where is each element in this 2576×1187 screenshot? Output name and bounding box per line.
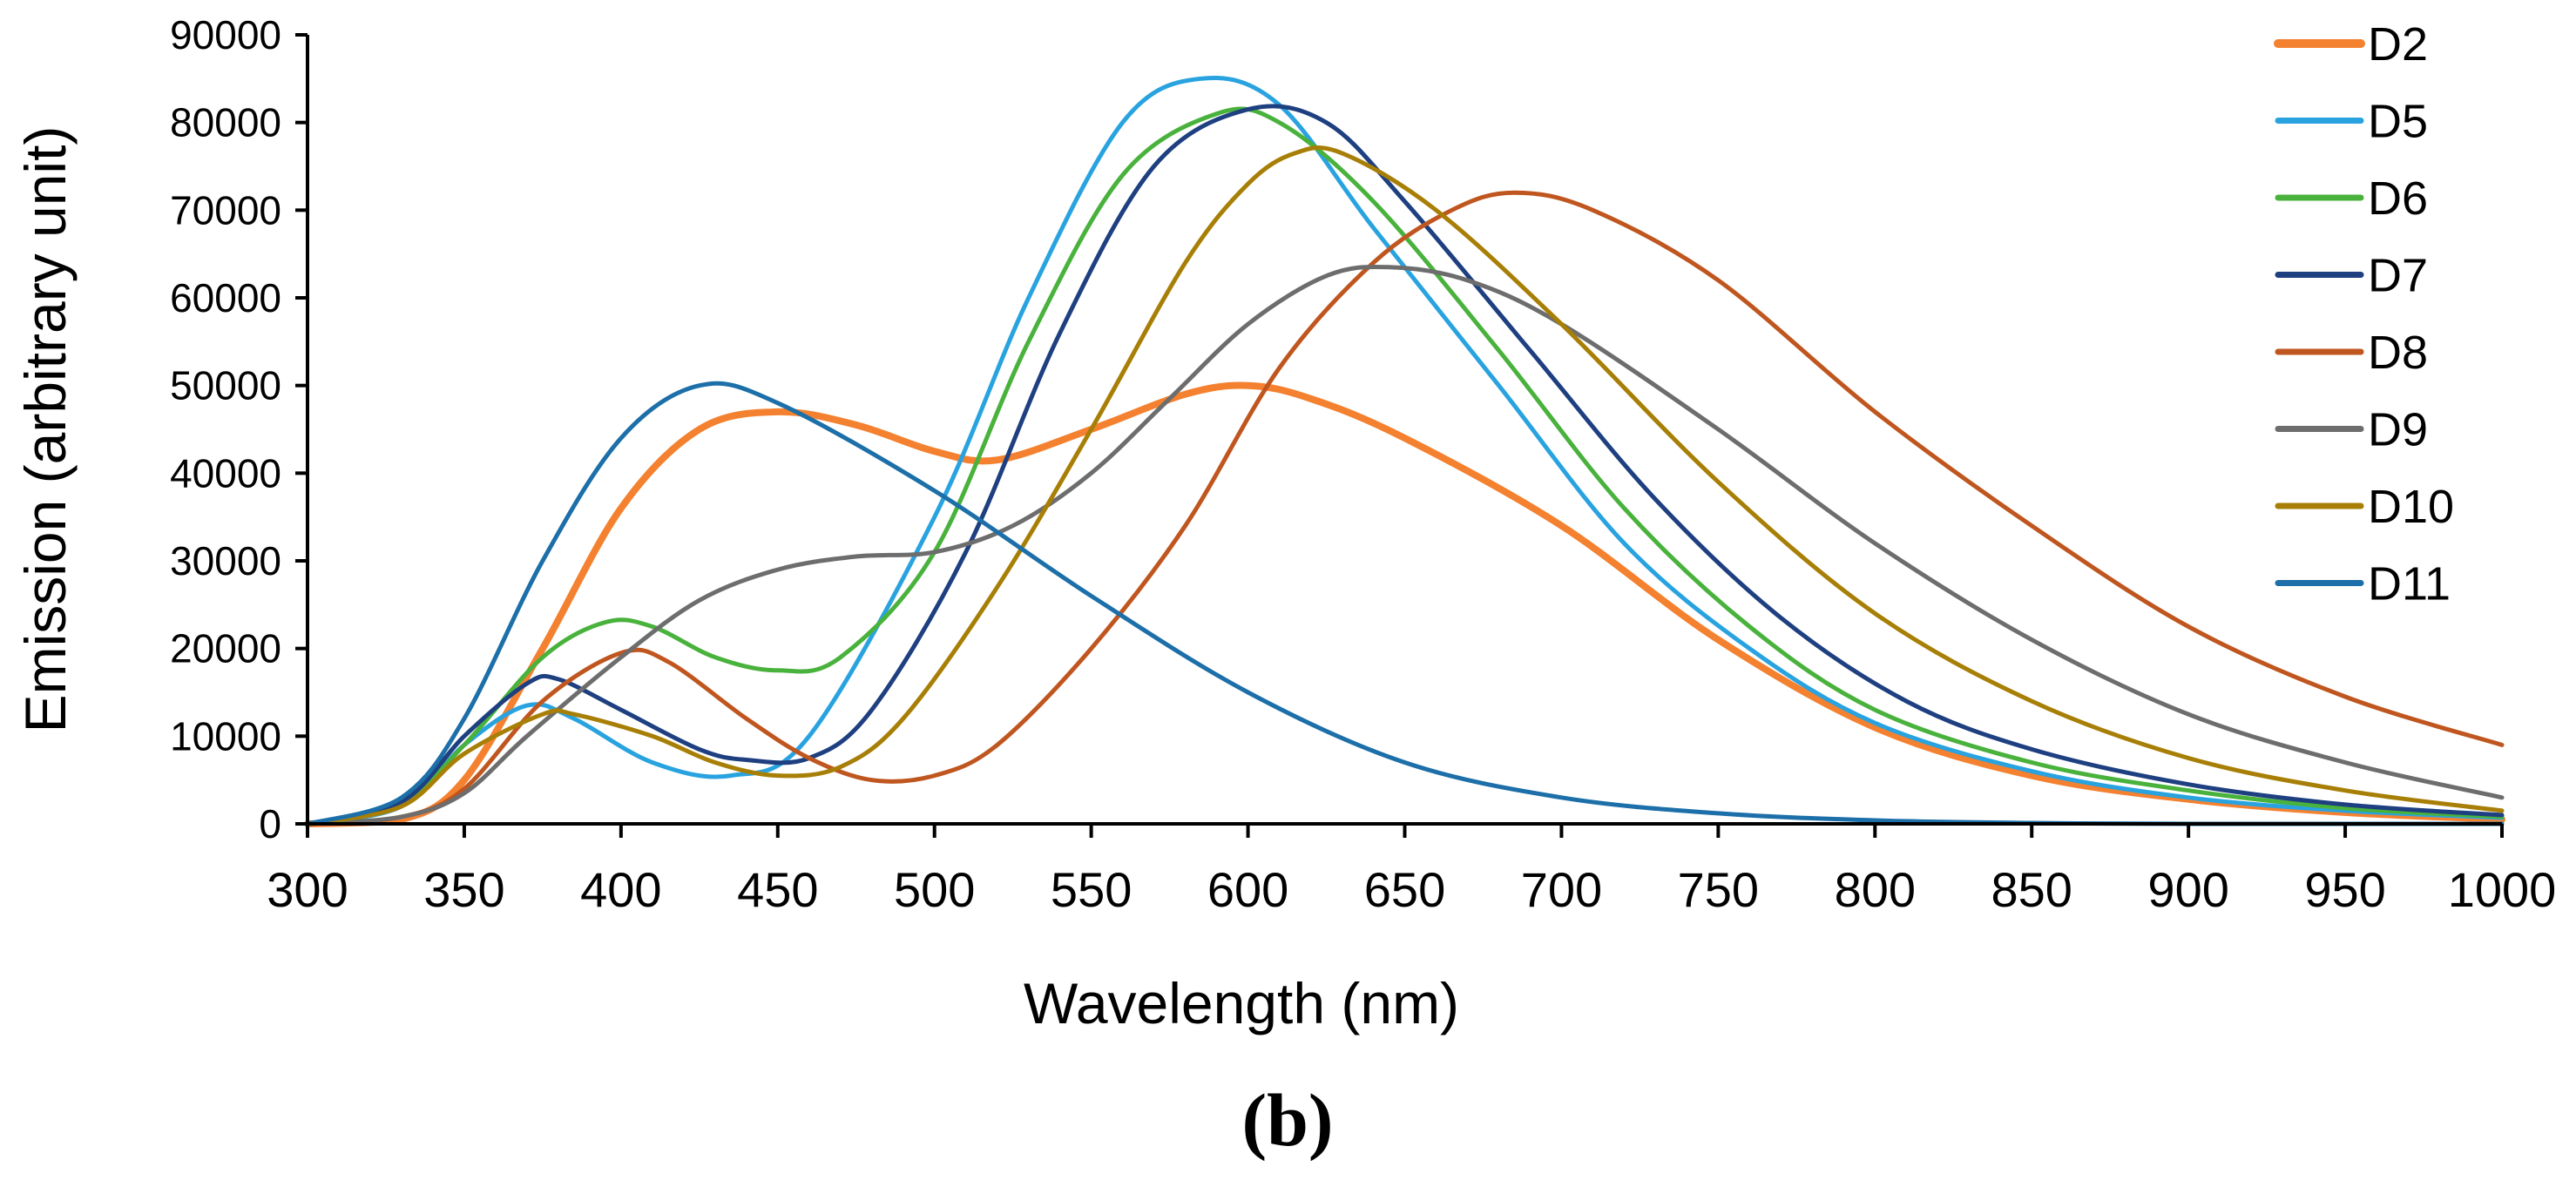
y-tick-label: 70000 <box>170 187 281 233</box>
x-tick-label: 850 <box>1991 862 2072 917</box>
x-tick-label: 800 <box>1835 862 1916 917</box>
y-tick-label: 60000 <box>170 275 281 320</box>
legend-label-d6: D6 <box>2368 172 2428 225</box>
legend-label-d8: D8 <box>2368 327 2428 379</box>
series-line-d6 <box>305 106 2505 826</box>
x-tick-label: 700 <box>1521 862 1602 917</box>
series-line-d10 <box>305 145 2505 826</box>
x-tick-label: 500 <box>894 862 975 917</box>
x-tick-label: 350 <box>423 862 504 917</box>
series-line-d2 <box>304 381 2505 827</box>
series-line-d11 <box>305 381 2505 826</box>
x-tick-label: 650 <box>1364 862 1445 917</box>
x-tick-label: 1000 <box>2448 862 2557 917</box>
y-tick-label: 20000 <box>170 626 281 671</box>
figure-caption: (b) <box>1241 1078 1333 1162</box>
x-axis-title: Wavelength (nm) <box>1024 971 1459 1035</box>
x-tick-label: 950 <box>2304 862 2385 917</box>
y-tick-label: 10000 <box>170 713 281 759</box>
legend-label-d2: D2 <box>2368 18 2428 71</box>
x-tick-label: 600 <box>1207 862 1288 917</box>
y-axis-title: Emission (arbitrary unit) <box>13 126 78 733</box>
y-tick-label: 80000 <box>170 100 281 145</box>
x-tick-label: 750 <box>1678 862 1759 917</box>
legend-label-d9: D9 <box>2368 404 2428 456</box>
legend-label-d5: D5 <box>2368 96 2428 148</box>
y-tick-label: 90000 <box>170 12 281 57</box>
x-ticks: 300 350 400 450 500 550 600 650 700 750 800 850 900 9… <box>267 824 2556 917</box>
legend-label-d7: D7 <box>2368 250 2428 302</box>
y-tick-label: 0 <box>259 801 281 846</box>
legend: D2 D5 D6 D7 D8 D9 D10 D11 <box>2274 18 2454 610</box>
y-tick-label: 50000 <box>170 363 281 408</box>
x-tick-label: 450 <box>737 862 818 917</box>
x-tick-label: 550 <box>1051 862 1132 917</box>
y-tick-label: 30000 <box>170 538 281 583</box>
y-ticks: 0 10000 20000 30000 40000 50000 60000 70000 8000… <box>170 12 308 846</box>
plot-area: 0 10000 20000 30000 40000 50000 60000 70000 8000… <box>170 12 2556 917</box>
series-layer <box>304 75 2505 827</box>
series-line-d5 <box>305 75 2505 826</box>
legend-label-d10: D10 <box>2368 481 2454 533</box>
series-line-d7 <box>305 104 2505 826</box>
x-tick-label: 900 <box>2147 862 2228 917</box>
series-line-d9 <box>305 264 2505 826</box>
y-tick-label: 40000 <box>170 450 281 496</box>
x-tick-label: 300 <box>267 862 348 917</box>
x-tick-label: 400 <box>580 862 661 917</box>
legend-label-d11: D11 <box>2368 558 2451 610</box>
